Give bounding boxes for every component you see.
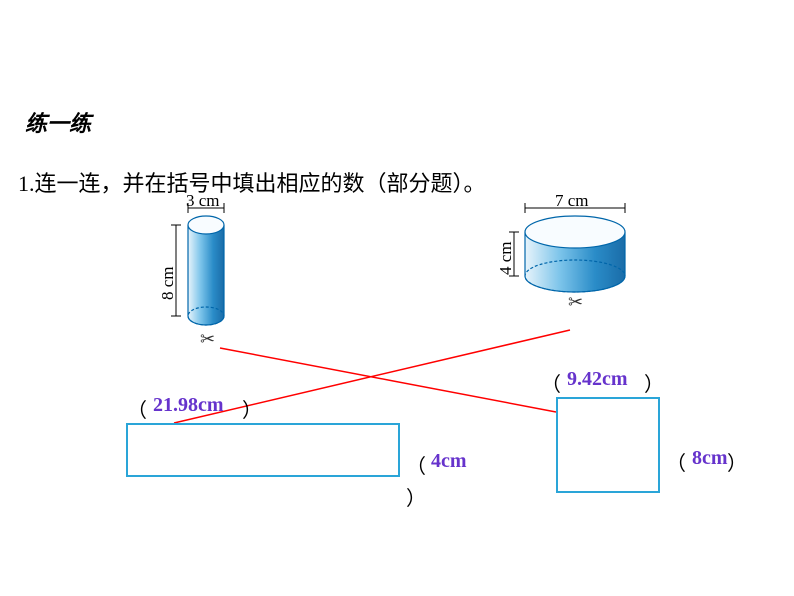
rect1-width-value: 21.98cm (153, 394, 224, 417)
rect2-height-paren-l: （ (666, 447, 686, 476)
rect1-height-value: 4cm (431, 450, 467, 473)
rect1-height-paren-r: ） (406, 482, 426, 511)
rect2-width-paren-l: （ (541, 368, 561, 397)
rect2-width-paren-r: ） (644, 368, 664, 397)
unfold-rect-2 (556, 397, 660, 493)
rect2-width-value: 9.42cm (567, 368, 628, 391)
rect1-width-paren-l: （ (127, 394, 147, 423)
unfold-rect-1 (126, 423, 400, 477)
rect1-height-paren-l: （ (406, 450, 426, 479)
rect2-height-paren-r: ） (727, 447, 747, 476)
connection-lines (0, 0, 794, 596)
rect2-height-value: 8cm (692, 447, 728, 470)
rect1-width-paren-r: ） (242, 394, 262, 423)
